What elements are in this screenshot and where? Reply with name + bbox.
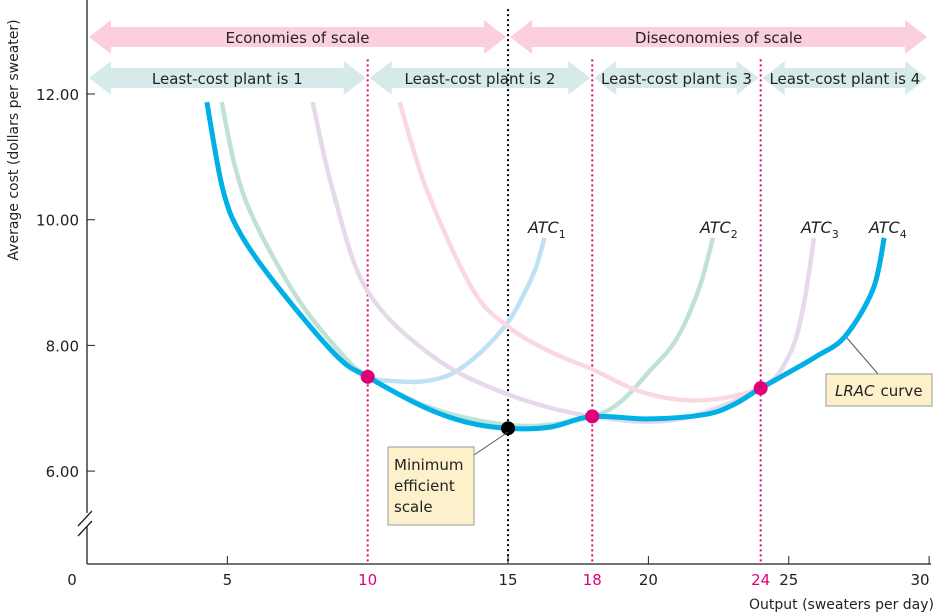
- scale-band-label: Economies of scale: [225, 29, 369, 47]
- tangency-point: [360, 369, 375, 384]
- points-layer: [360, 369, 768, 436]
- x-tick-label: 24: [751, 571, 770, 589]
- plant-band-label: Least-cost plant is 4: [769, 70, 920, 88]
- y-tick-label: 10.00: [36, 212, 79, 230]
- axis-break-mark: [77, 510, 93, 527]
- minimum-efficient-scale-point: [501, 421, 516, 436]
- tangency-point: [585, 409, 600, 424]
- curves-layer: [204, 101, 887, 432]
- reference-lines-layer: [366, 9, 762, 564]
- y-tick-label: 12.00: [36, 86, 79, 104]
- plant-band-label: Least-cost plant is 3: [601, 70, 752, 88]
- x-tick-label: 18: [583, 571, 602, 589]
- x-tick-label: 15: [499, 571, 518, 589]
- x-axis-title: Output (sweaters per day): [749, 597, 934, 613]
- plant-band-label: Least-cost plant is 1: [152, 70, 303, 88]
- x-tick-label: 5: [223, 571, 233, 589]
- scale-band-label: Diseconomies of scale: [635, 29, 802, 47]
- tangency-point: [753, 381, 768, 396]
- y-tick-label: 6.00: [46, 463, 79, 481]
- bands-layer: Economies of scale Diseconomies of scale L…: [89, 20, 928, 95]
- plant-band-arrow: [594, 61, 759, 95]
- lrac-note-box: [825, 373, 933, 407]
- y-tick-label: 8.00: [46, 337, 79, 355]
- scale-band-arrow: [510, 20, 928, 54]
- lrac-curve: [204, 101, 887, 432]
- atc1-curve: [204, 101, 547, 385]
- atc1-label: ATC1: [527, 218, 566, 241]
- min-scale-leader: [473, 431, 509, 456]
- lrac-leader: [846, 337, 879, 375]
- plant-band-arrow: [369, 61, 591, 95]
- y-axis-title: Average cost (dollars per sweater): [6, 19, 22, 260]
- plant-band-arrow: [762, 61, 928, 95]
- x-tick-label: 30: [910, 571, 929, 589]
- axes-layer: 12.00 10.00 8.00 6.00 0 5 10 15 18 20 24 25 30: [36, 0, 931, 589]
- axis-break-mark: [77, 520, 93, 537]
- x-tick-label: 20: [639, 571, 658, 589]
- lrac-note: LRAC curve: [835, 382, 923, 400]
- plant-band-label: Least-cost plant is 2: [405, 70, 556, 88]
- x-tick-label: 0: [67, 571, 77, 589]
- atc3-curve: [310, 101, 817, 425]
- atc3-label: ATC3: [800, 218, 839, 241]
- scale-band-arrow: [89, 20, 507, 54]
- atc2-label: ATC2: [699, 218, 738, 241]
- min-scale-note: Minimum efficient scale: [394, 456, 468, 516]
- x-tick-label: 10: [358, 571, 377, 589]
- plant-band-arrow: [89, 61, 366, 95]
- x-tick-label: 25: [779, 571, 798, 589]
- min-scale-note-box: [387, 446, 475, 526]
- atc2-curve: [219, 101, 716, 429]
- atc4-label: ATC4: [868, 218, 907, 241]
